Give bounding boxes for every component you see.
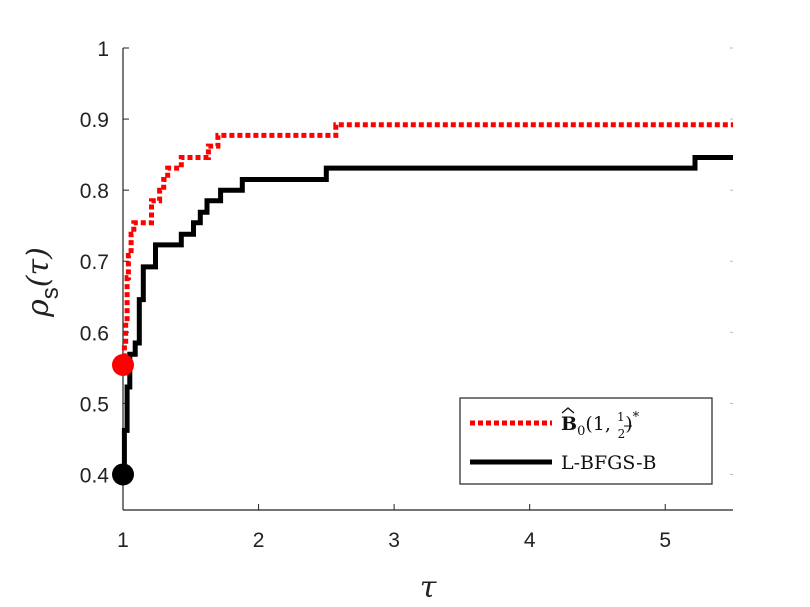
y-tick-label: 0.5 — [80, 393, 109, 416]
y-tick-label: 0.9 — [80, 109, 109, 132]
x-axis-ticks: 1 2 3 4 5 — [117, 504, 671, 552]
legend-entry-main: B — [561, 413, 577, 435]
y-axis-label-subscript: s — [37, 287, 64, 299]
y-tick-label: 0.7 — [80, 251, 109, 274]
y-tick-label: 1 — [97, 38, 109, 61]
x-tick-label: 2 — [253, 529, 265, 552]
series-start-marker-1 — [112, 463, 134, 486]
legend: B0(1, 1 2)* L-BFGS-B — [459, 397, 713, 485]
marker-layer — [112, 354, 134, 486]
y-axis-label: ρs(τ) — [21, 247, 64, 318]
y-tick-label: 0.6 — [80, 322, 109, 345]
legend-entry-close: ) — [625, 413, 632, 435]
series-line-1 — [121, 155, 733, 477]
y-axis-label-main: ρ — [21, 299, 56, 318]
y-tick-label: 0.8 — [80, 180, 109, 203]
legend-frac-den: 2 — [618, 427, 626, 441]
x-tick-label: 1 — [117, 529, 129, 552]
x-axis-label: τ — [420, 570, 437, 605]
legend-entry-sub: 0 — [577, 424, 585, 439]
legend-box — [459, 397, 713, 485]
x-tick-label: 4 — [524, 529, 536, 552]
legend-frac-num: 1 — [617, 410, 625, 424]
y-axis-label-arg: (τ) — [21, 247, 56, 287]
legend-entry-args: (1, — [585, 413, 617, 435]
x-tick-label: 3 — [388, 529, 400, 552]
y-tick-label: 0.4 — [80, 464, 110, 487]
legend-entry-series-1: L-BFGS-B — [561, 452, 656, 474]
series-layer — [121, 122, 733, 477]
legend-entry-sup: * — [633, 410, 640, 425]
legend-hat — [561, 407, 575, 414]
x-tick-label: 5 — [659, 529, 671, 552]
series-start-marker-0 — [112, 354, 134, 377]
series-line-0 — [121, 122, 733, 368]
y-axis-ticks: 0.4 0.5 0.6 0.7 0.8 0.9 1 — [80, 38, 733, 487]
legend-entry-series-0: B0(1, 1 2)* — [561, 410, 640, 441]
